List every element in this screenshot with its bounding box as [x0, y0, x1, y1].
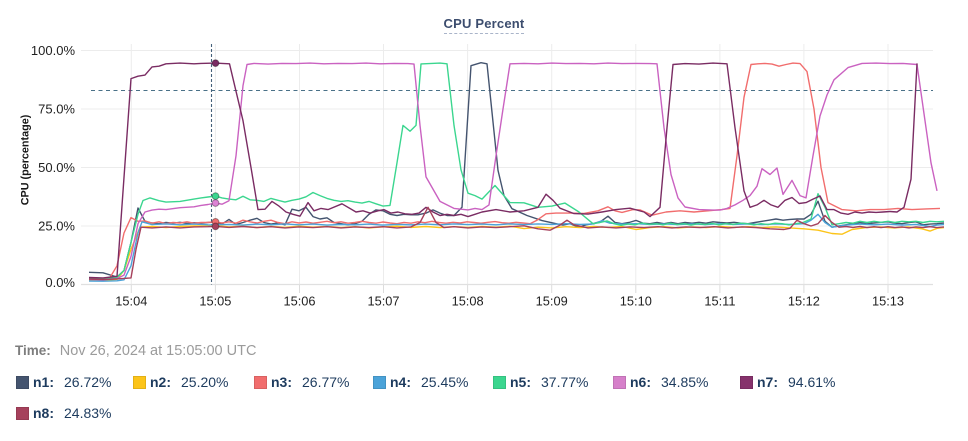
svg-text:15:05: 15:05	[199, 294, 231, 309]
svg-text:100.0%: 100.0%	[31, 43, 76, 58]
svg-text:75.0%: 75.0%	[38, 102, 75, 117]
svg-text:15:07: 15:07	[367, 294, 399, 309]
svg-text:15:04: 15:04	[115, 294, 147, 309]
svg-text:15:10: 15:10	[620, 294, 652, 309]
svg-text:15:06: 15:06	[283, 294, 315, 309]
svg-text:25.0%: 25.0%	[38, 219, 75, 234]
svg-text:0.0%: 0.0%	[45, 275, 75, 290]
svg-text:15:12: 15:12	[788, 294, 820, 309]
svg-text:15:08: 15:08	[452, 294, 484, 309]
svg-text:15:13: 15:13	[872, 294, 904, 309]
svg-text:50.0%: 50.0%	[38, 160, 75, 175]
svg-text:15:09: 15:09	[536, 294, 568, 309]
svg-text:CPU (percentage): CPU (percentage)	[20, 114, 32, 205]
svg-text:15:11: 15:11	[704, 294, 735, 309]
